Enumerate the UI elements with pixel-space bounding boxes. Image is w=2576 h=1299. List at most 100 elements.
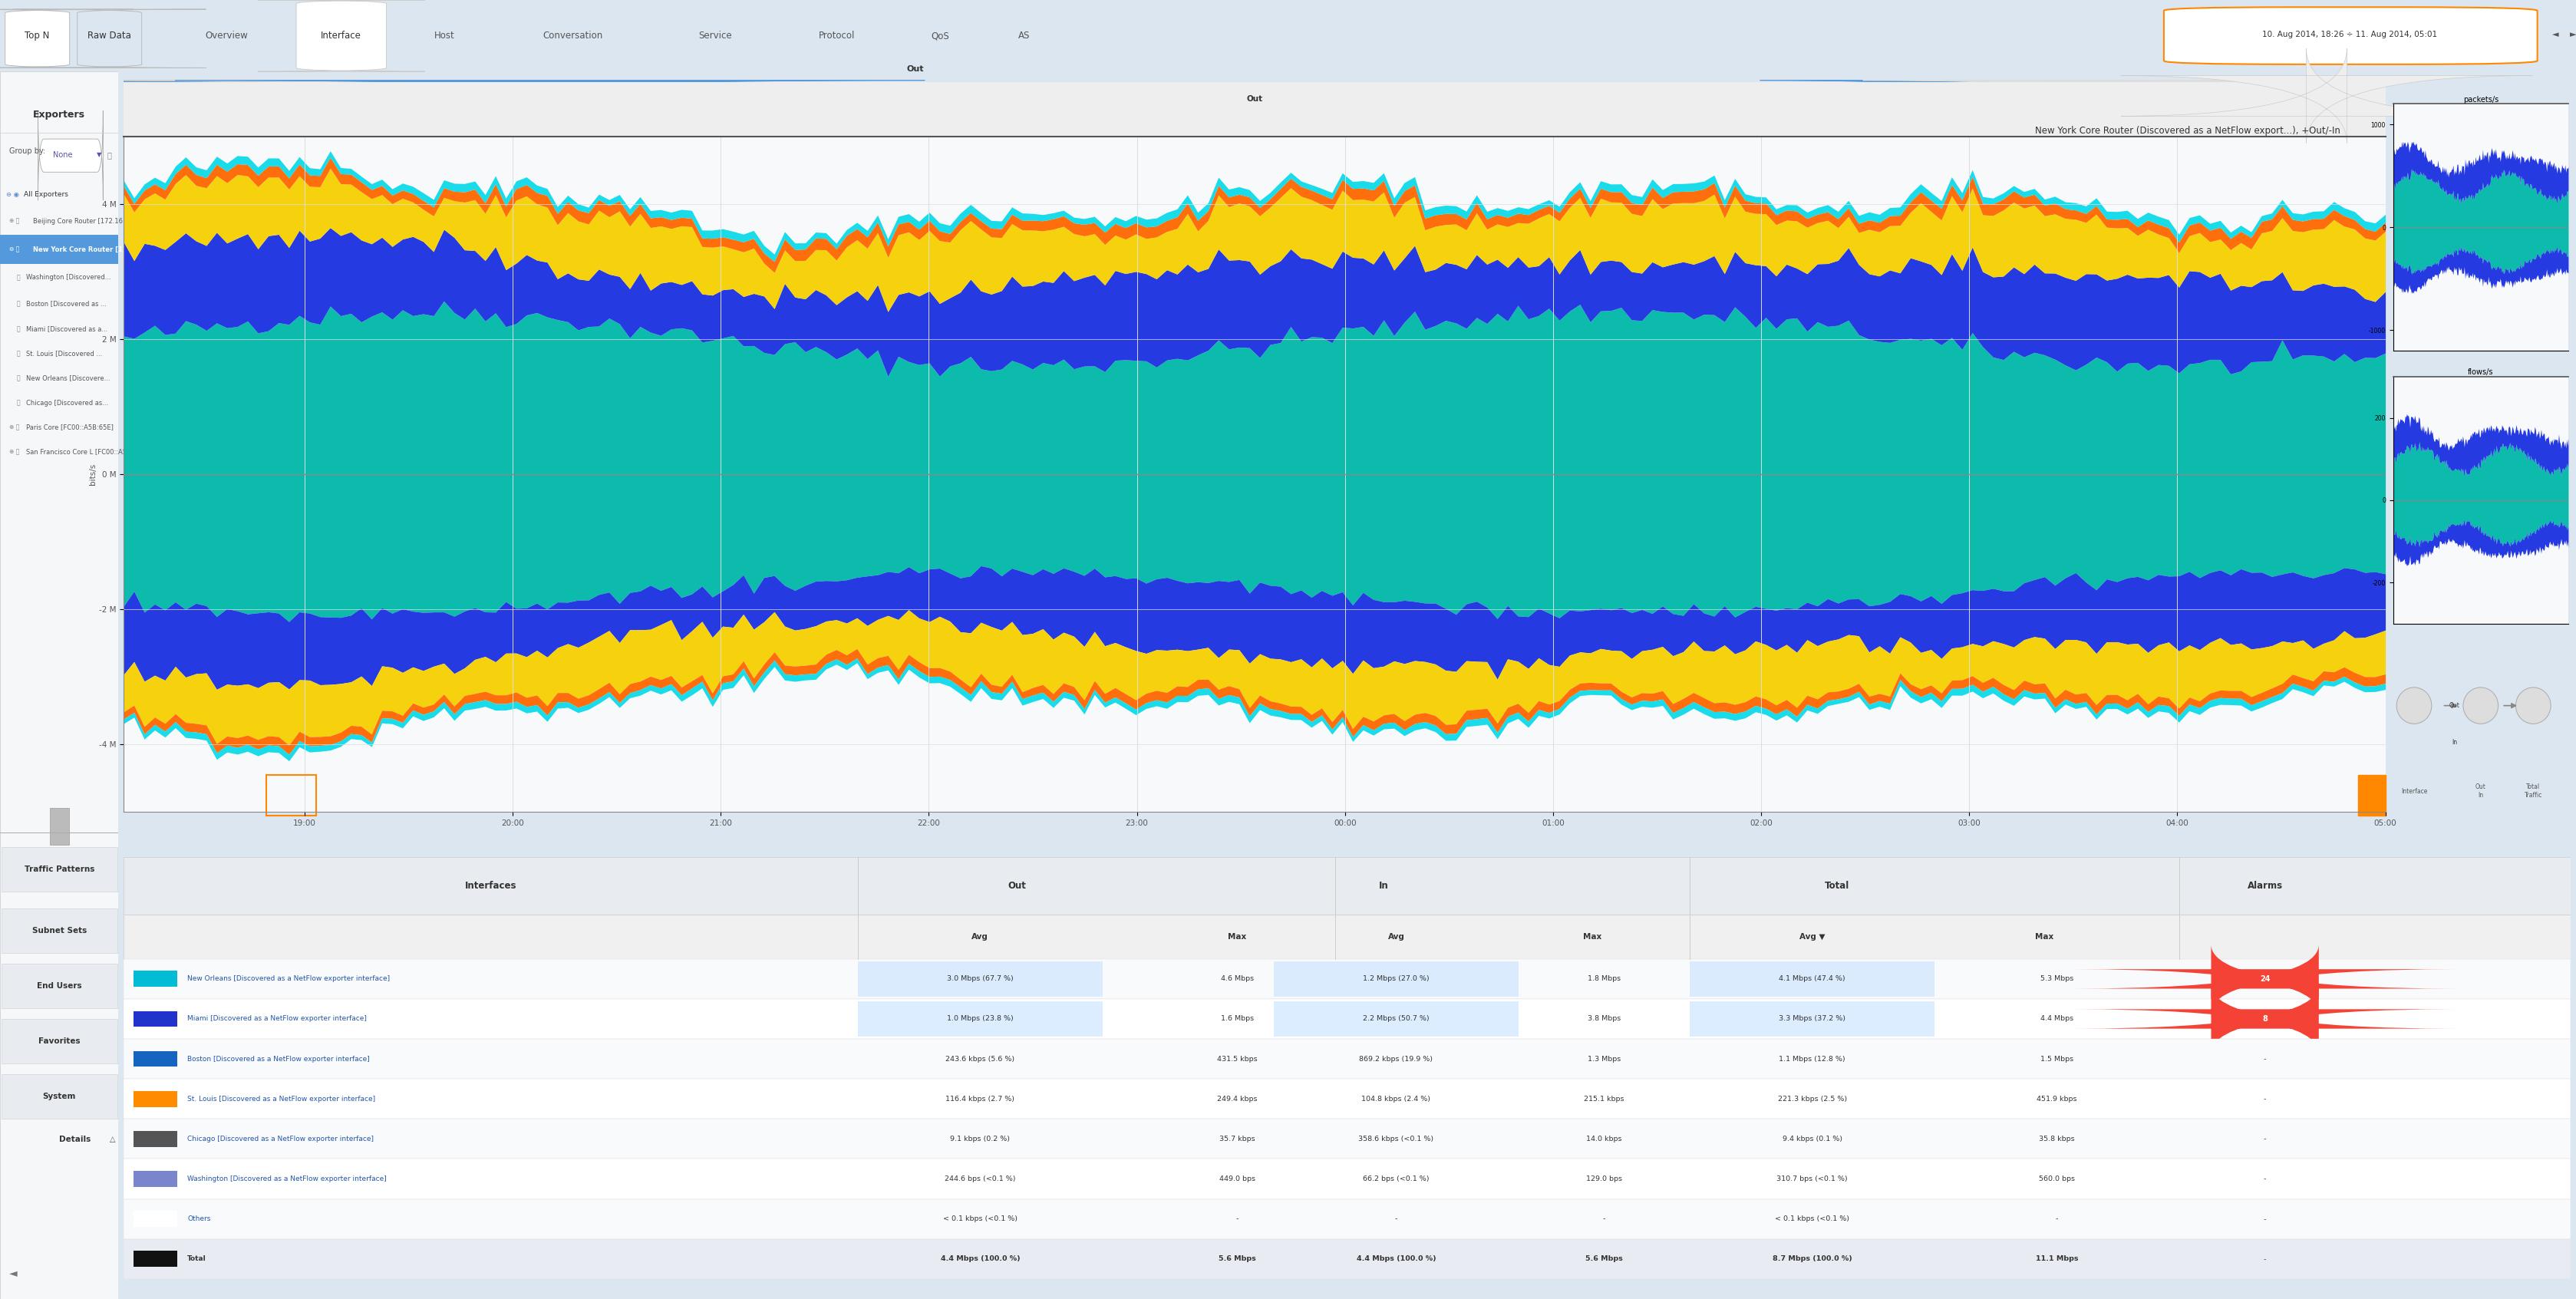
Text: Favorites: Favorites	[39, 1038, 80, 1046]
Text: Chicago [Discovered as a NetFlow exporter interface]: Chicago [Discovered as a NetFlow exporte…	[188, 1135, 374, 1142]
Text: Chicago [Discovered as...: Chicago [Discovered as...	[26, 399, 108, 407]
FancyBboxPatch shape	[39, 110, 103, 200]
Text: Out
In: Out In	[2476, 783, 2486, 799]
Text: 104.8 kbps (2.4 %): 104.8 kbps (2.4 %)	[1363, 1095, 1430, 1103]
Title: flows/s: flows/s	[2468, 369, 2494, 377]
Bar	[1690, 961, 1935, 996]
Text: ▼ Report: ▼ Report	[2336, 100, 2372, 108]
Text: Avg: Avg	[1388, 933, 1404, 940]
Bar	[0, 235, 118, 264]
Text: 🔒: 🔒	[15, 300, 21, 307]
Text: Subnet Sets: Subnet Sets	[31, 927, 88, 934]
Text: Bits: Bits	[1945, 100, 1963, 108]
Text: 1.0 Mbps (23.8 %): 1.0 Mbps (23.8 %)	[948, 1016, 1012, 1022]
Text: -: -	[2264, 1176, 2267, 1183]
Text: New Orleans [Discovere...: New Orleans [Discovere...	[26, 375, 111, 382]
Text: 🔒: 🔒	[15, 326, 21, 333]
Text: 9.1 kbps (0.2 %): 9.1 kbps (0.2 %)	[951, 1135, 1010, 1142]
Text: 116.4 kbps (2.7 %): 116.4 kbps (2.7 %)	[945, 1095, 1015, 1103]
Text: 5.3 Mbps: 5.3 Mbps	[2040, 976, 2074, 982]
Text: Packets: Packets	[2040, 100, 2074, 108]
Text: None: None	[54, 151, 72, 158]
Text: Top N: Top N	[26, 31, 49, 40]
Text: 14.0 kbps: 14.0 kbps	[1587, 1135, 1623, 1142]
Bar	[134, 1131, 178, 1147]
Bar	[124, 1079, 2571, 1118]
Text: QoS: QoS	[930, 31, 951, 40]
Text: 431.5 kbps: 431.5 kbps	[1216, 1056, 1257, 1063]
Text: San Francisco Core L [FC00::A5B: San Francisco Core L [FC00::A5B	[26, 448, 131, 456]
Text: Boston [Discovered as ...: Boston [Discovered as ...	[26, 300, 106, 307]
Text: Max: Max	[1582, 933, 1602, 940]
Bar	[0, 908, 118, 953]
Text: 🔍: 🔍	[106, 151, 111, 158]
Text: Traffic Patterns: Traffic Patterns	[23, 865, 95, 873]
Bar	[124, 1039, 2571, 1079]
Text: 4.1 Mbps (47.4 %): 4.1 Mbps (47.4 %)	[1780, 976, 1844, 982]
Text: 560.0 bps: 560.0 bps	[2038, 1176, 2076, 1182]
Text: 869.2 kbps (19.9 %): 869.2 kbps (19.9 %)	[1360, 1056, 1432, 1063]
Text: End Users: End Users	[36, 982, 82, 990]
Text: St. Louis [Discovered ...: St. Louis [Discovered ...	[26, 351, 103, 357]
FancyBboxPatch shape	[2120, 48, 2532, 143]
Text: Group by:: Group by:	[10, 147, 46, 155]
Bar	[124, 82, 2385, 136]
Text: 4.6 Mbps: 4.6 Mbps	[1221, 976, 1255, 982]
Bar	[134, 1091, 178, 1107]
Text: < 0.1 kbps (<0.1 %): < 0.1 kbps (<0.1 %)	[943, 1216, 1018, 1222]
Text: Interface: Interface	[322, 31, 361, 40]
Bar	[2357, 774, 2385, 816]
Text: 1.8 Mbps: 1.8 Mbps	[1587, 976, 1620, 982]
Text: 249.4 kbps: 249.4 kbps	[1216, 1095, 1257, 1103]
FancyBboxPatch shape	[1759, 81, 2148, 130]
Text: 1.2 Mbps (27.0 %): 1.2 Mbps (27.0 %)	[1363, 976, 1430, 982]
Bar	[134, 1051, 178, 1066]
Bar	[1690, 1002, 1935, 1037]
Text: Miami [Discovered as a NetFlow exporter interface]: Miami [Discovered as a NetFlow exporter …	[188, 1016, 366, 1022]
FancyBboxPatch shape	[258, 0, 425, 71]
Text: -: -	[1394, 1216, 1399, 1222]
Text: Out: Out	[907, 65, 925, 73]
Text: -: -	[2264, 1215, 2267, 1222]
Title: packets/s: packets/s	[2463, 96, 2499, 104]
FancyBboxPatch shape	[1965, 81, 2354, 130]
Text: 310.7 bps (<0.1 %): 310.7 bps (<0.1 %)	[1777, 1176, 1847, 1182]
Text: Service: Service	[698, 31, 732, 40]
Text: Out: Out	[1007, 881, 1025, 891]
Bar	[1275, 1002, 1520, 1037]
Bar	[134, 1211, 178, 1228]
Text: 4.4 Mbps (100.0 %): 4.4 Mbps (100.0 %)	[940, 1256, 1020, 1263]
Text: Protocol: Protocol	[819, 31, 855, 40]
Text: Raw Data: Raw Data	[88, 31, 131, 40]
Text: Out/In: Out/In	[536, 100, 564, 108]
Text: Miami [Discovered as a...: Miami [Discovered as a...	[26, 326, 108, 333]
Bar	[124, 1159, 2571, 1199]
Text: 5.6 Mbps: 5.6 Mbps	[1584, 1256, 1623, 1263]
Text: Host: Host	[435, 31, 453, 40]
Text: Washington [Discovered...: Washington [Discovered...	[26, 274, 111, 281]
Text: Total: Total	[188, 1256, 206, 1263]
Text: 243.6 kbps (5.6 %): 243.6 kbps (5.6 %)	[945, 1056, 1015, 1063]
Text: ◄: ◄	[10, 1268, 18, 1278]
Bar	[0, 1074, 118, 1118]
Text: ▼: ▼	[98, 152, 103, 158]
Text: ⊕ 🖥: ⊕ 🖥	[10, 218, 21, 225]
Text: 2.2 Mbps (50.7 %): 2.2 Mbps (50.7 %)	[1363, 1016, 1430, 1022]
Text: Overview: Overview	[206, 31, 247, 40]
Y-axis label: bits/s: bits/s	[90, 464, 98, 485]
Text: Others: Others	[188, 1216, 211, 1222]
Text: 35.7 kbps: 35.7 kbps	[1218, 1135, 1255, 1142]
Text: AS: AS	[1018, 31, 1030, 40]
Text: ◄: ◄	[2553, 30, 2558, 38]
Text: -: -	[2264, 1135, 2267, 1143]
Text: Out: Out	[1247, 95, 1262, 103]
Text: 5.6 Mbps: 5.6 Mbps	[1218, 1256, 1257, 1263]
Bar	[124, 1199, 2571, 1239]
Text: 3.3 Mbps (37.2 %): 3.3 Mbps (37.2 %)	[1780, 1016, 1844, 1022]
Text: 24: 24	[2259, 976, 2269, 983]
Circle shape	[2463, 687, 2499, 724]
Text: Conversation: Conversation	[544, 31, 603, 40]
Text: In: In	[1378, 881, 1388, 891]
Text: In: In	[2452, 739, 2458, 746]
Text: 3.0 Mbps (67.7 %): 3.0 Mbps (67.7 %)	[948, 976, 1012, 982]
